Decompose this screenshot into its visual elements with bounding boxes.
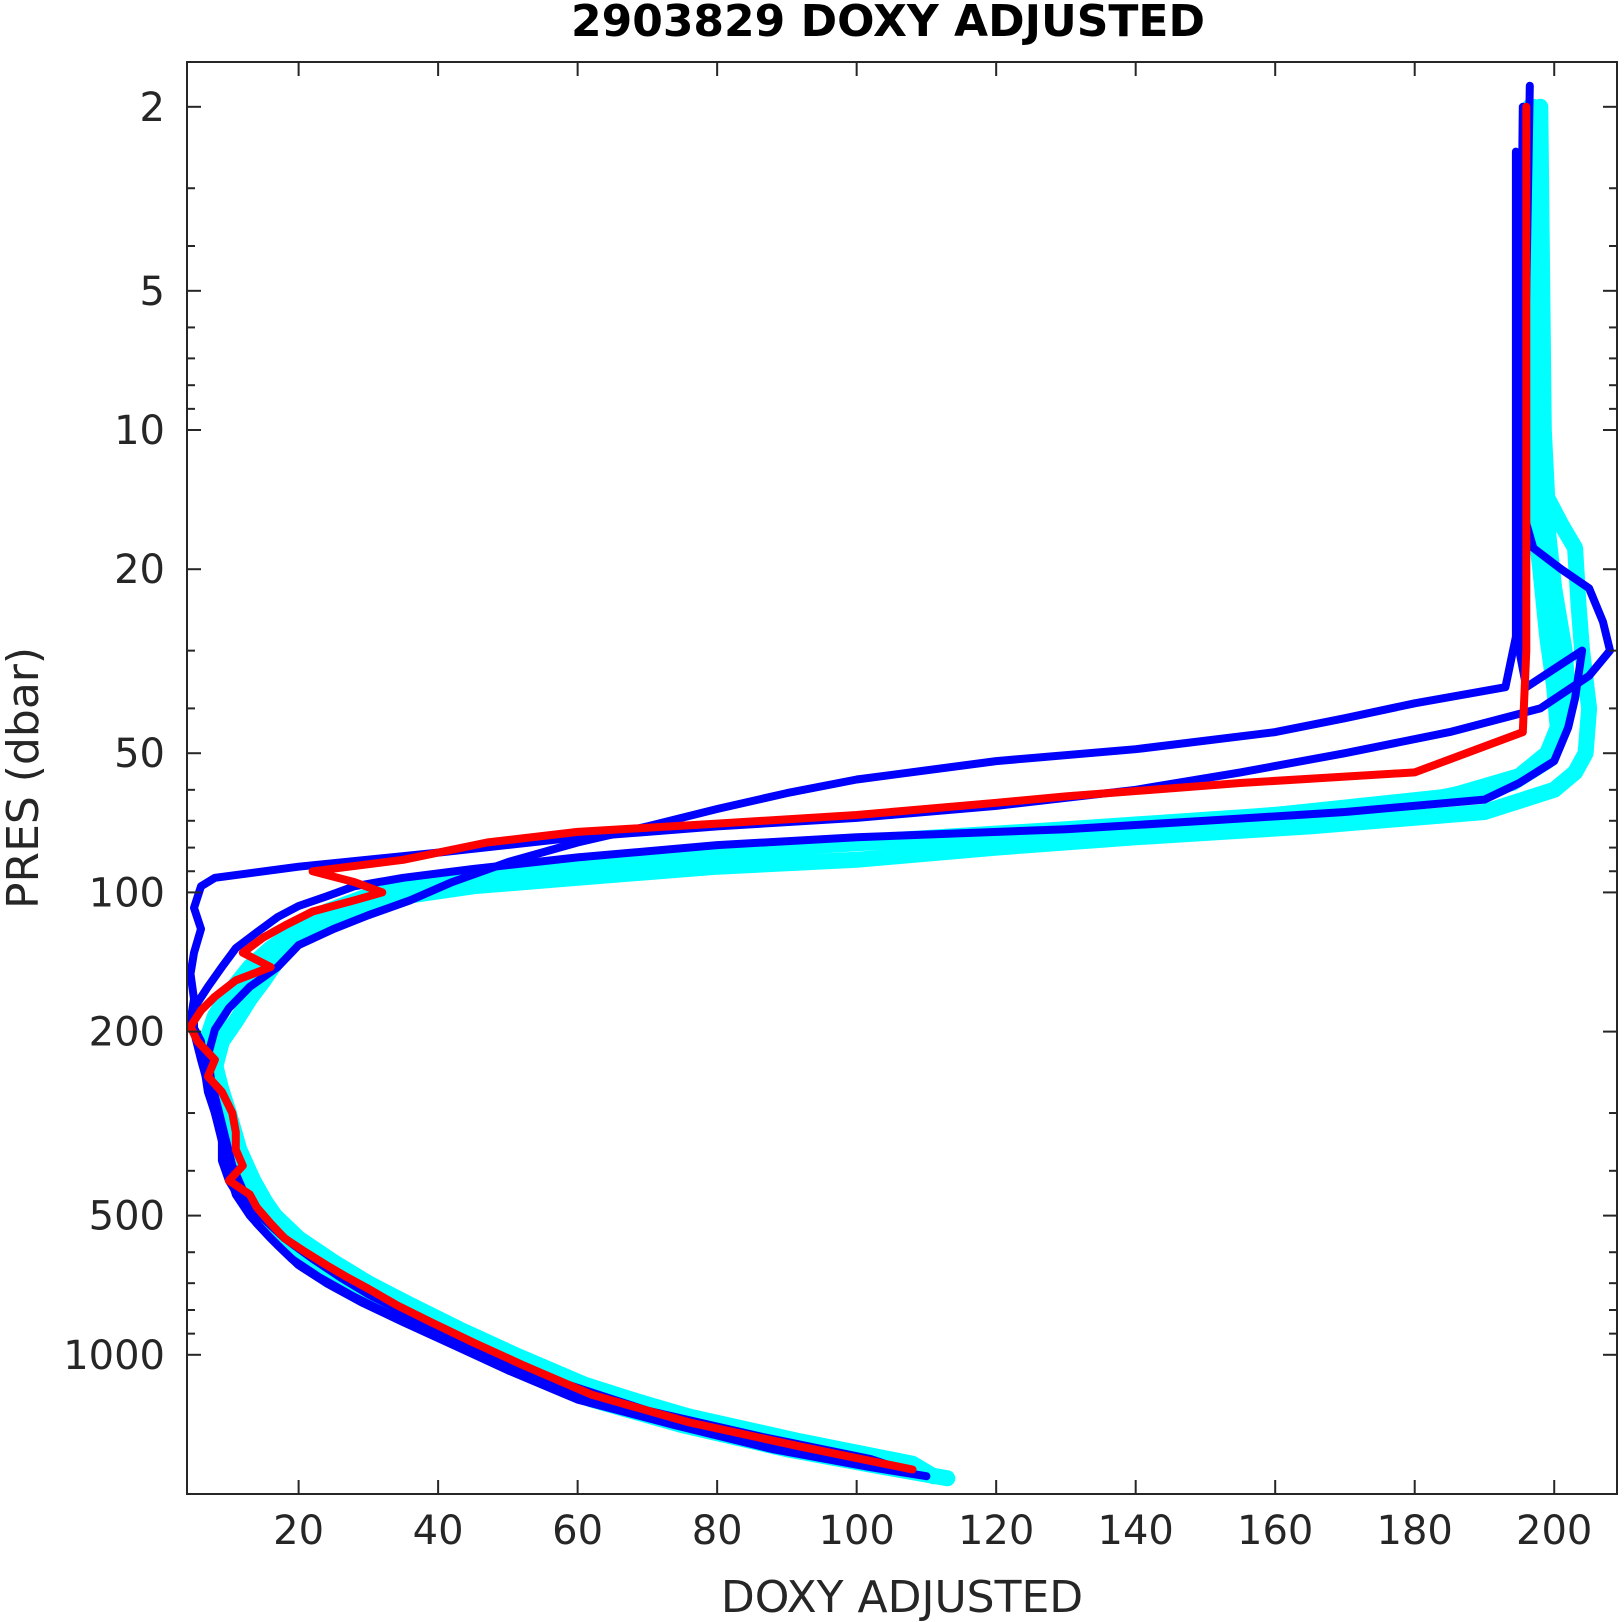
- y-tick-label: 20: [114, 547, 165, 593]
- x-tick-label: 20: [273, 1508, 324, 1554]
- chart-title: 2903829 DOXY ADJUSTED: [571, 0, 1205, 47]
- y-tick-label: 100: [89, 870, 165, 916]
- plot-frame: [186, 61, 1618, 1495]
- y-axis-label: PRES (dbar): [0, 647, 49, 909]
- x-tick-label: 60: [552, 1508, 603, 1554]
- y-tick-label: 50: [114, 731, 165, 777]
- x-tick-label: 100: [818, 1508, 894, 1554]
- y-tick-label: 5: [140, 269, 165, 315]
- x-tick-label: 40: [413, 1508, 464, 1554]
- x-axis-label: DOXY ADJUSTED: [721, 1572, 1083, 1622]
- x-tick-label: 200: [1516, 1508, 1592, 1554]
- y-tick-label: 500: [89, 1194, 165, 1240]
- x-tick-label: 120: [958, 1508, 1034, 1554]
- profile-line-7: [186, 102, 1531, 1474]
- x-tick-label: 80: [692, 1508, 743, 1554]
- y-tick-label: 10: [114, 408, 165, 454]
- x-tick-label: 160: [1237, 1508, 1313, 1554]
- tick-layer: 20 40 60 80 100 120 140 160 180 200 2 5 10 20 50 100 200…: [63, 62, 1617, 1554]
- y-tick-label: 200: [89, 1010, 165, 1056]
- profile-line-5: [190, 102, 1587, 1477]
- x-tick-label: 140: [1098, 1508, 1174, 1554]
- y-tick-label: 1000: [63, 1333, 165, 1379]
- series-layer: [186, 81, 1614, 1487]
- y-tick-label: 2: [140, 85, 165, 131]
- x-tick-label: 180: [1377, 1508, 1453, 1554]
